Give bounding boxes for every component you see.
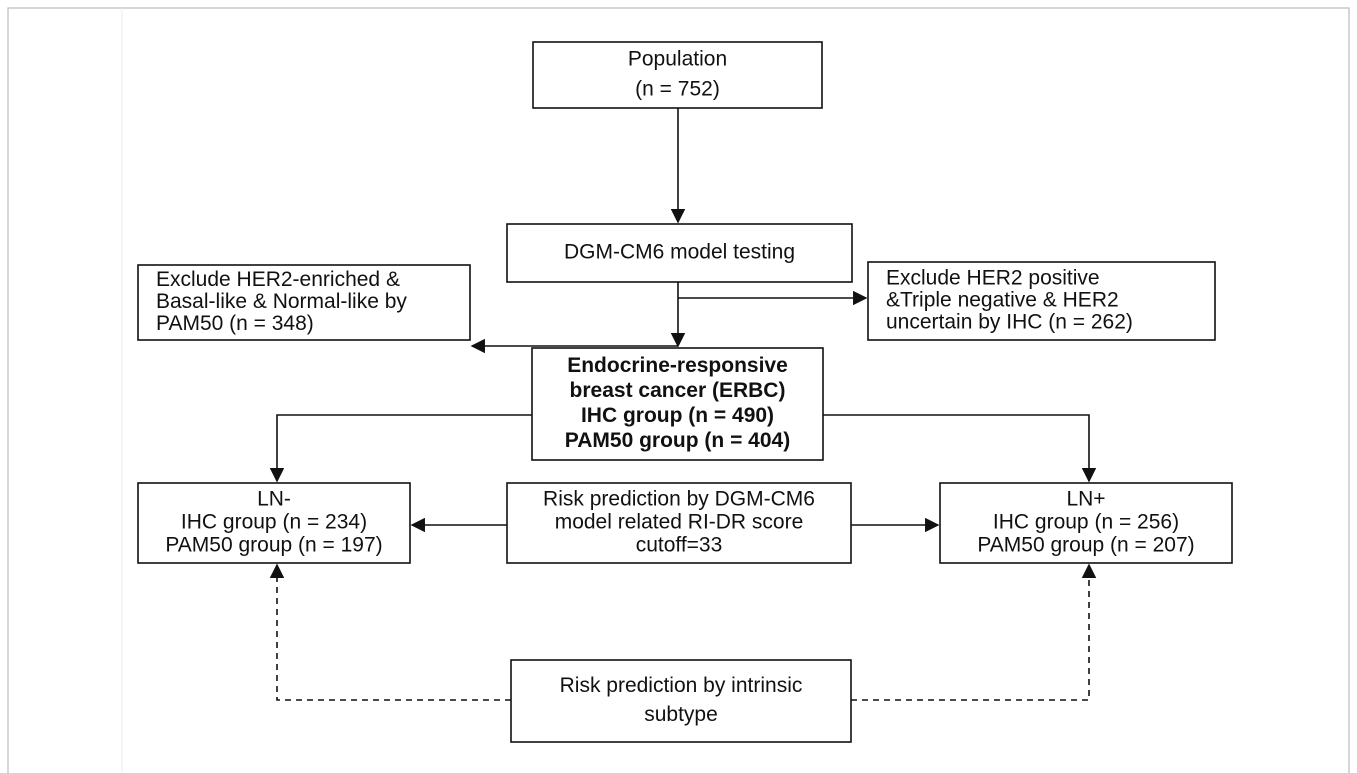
node-label: Endocrine-responsive xyxy=(567,354,788,377)
node-box xyxy=(506,223,853,283)
node-label: subtype xyxy=(644,703,718,726)
node-box xyxy=(939,482,1233,564)
node-label: cutoff=33 xyxy=(636,534,723,557)
node-label: Exclude HER2-enriched & xyxy=(156,268,400,291)
node-label: PAM50 group (n = 404) xyxy=(565,429,790,452)
node-label: Risk prediction by DGM-CM6 xyxy=(543,488,815,511)
node-box xyxy=(506,482,852,564)
node-label: LN+ xyxy=(1066,488,1105,511)
node-label: &Triple negative & HER2 xyxy=(886,289,1119,312)
connectors xyxy=(269,108,1097,701)
node-label: LN- xyxy=(257,488,291,511)
node-label: Risk prediction by intrinsic xyxy=(560,674,803,697)
node-box xyxy=(531,347,824,461)
node-label: PAM50 group (n = 197) xyxy=(165,534,382,557)
node-box xyxy=(137,264,471,341)
node-label: IHC group (n = 256) xyxy=(993,511,1179,534)
node-box xyxy=(867,261,1216,341)
node-label: PAM50 group (n = 207) xyxy=(977,534,1194,557)
node-label: IHC group (n = 234) xyxy=(181,511,367,534)
node-label: Exclude HER2 positive xyxy=(886,267,1100,290)
node-label: uncertain by IHC (n = 262) xyxy=(886,311,1133,334)
frame xyxy=(7,7,1350,773)
node-box xyxy=(510,659,852,743)
node-label: PAM50 (n = 348) xyxy=(156,312,314,335)
node-box xyxy=(532,41,823,109)
node-label: Basal-like & Normal-like by xyxy=(156,290,407,313)
node-label: (n = 752) xyxy=(635,78,720,101)
node-label: breast cancer (ERBC) xyxy=(570,379,786,402)
node-label: model related RI-DR score xyxy=(555,511,804,534)
node-label: IHC group (n = 490) xyxy=(581,404,774,427)
node-box xyxy=(137,482,411,564)
node-label: Population xyxy=(628,48,727,71)
node-label: DGM-CM6 model testing xyxy=(564,241,795,264)
